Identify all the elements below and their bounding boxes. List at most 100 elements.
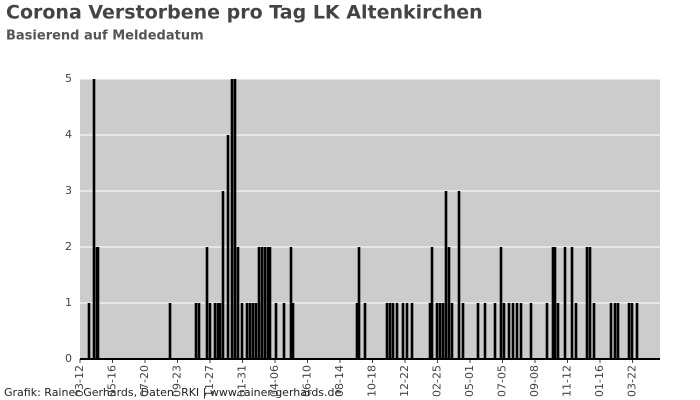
bar [274, 303, 278, 359]
x-tick-label: 07-05 [496, 365, 509, 397]
x-tick-label: 03-12 [73, 365, 86, 397]
bar [388, 303, 392, 359]
x-tick-label: 03-22 [626, 365, 639, 397]
x-tick-label: 04-06 [268, 365, 281, 397]
bar [441, 303, 445, 359]
x-tick-label: 01-31 [236, 365, 249, 397]
bar [213, 303, 217, 359]
bar [476, 303, 480, 359]
bar [450, 303, 454, 359]
x-tick-label: 10-18 [366, 365, 379, 397]
bar [260, 247, 264, 359]
y-tick-label: 1 [65, 296, 72, 309]
bar [515, 303, 519, 359]
bar [556, 303, 560, 359]
x-tick-label: 05-16 [106, 365, 119, 397]
bar [194, 303, 198, 359]
x-tick-label: 09-08 [528, 365, 541, 397]
x-tick-label: 05-01 [463, 365, 476, 397]
bar [499, 247, 503, 359]
bar [574, 303, 578, 359]
bar [245, 303, 249, 359]
bar [266, 247, 270, 359]
bar [457, 191, 461, 359]
bar [263, 247, 267, 359]
bar [357, 247, 361, 359]
bar [257, 247, 261, 359]
bar [444, 191, 448, 359]
x-tick-label: 06-10 [301, 365, 314, 397]
y-tick-label: 4 [65, 128, 72, 141]
x-tick-label: 08-14 [333, 365, 346, 397]
bar [208, 303, 212, 359]
x-tick-label: 01-16 [593, 365, 606, 397]
bar [248, 303, 252, 359]
bar [197, 303, 201, 359]
bar [592, 303, 596, 359]
bar [251, 303, 255, 359]
bar [391, 303, 395, 359]
bar [205, 247, 209, 359]
bar [553, 247, 557, 359]
bar [461, 303, 465, 359]
bar [268, 247, 272, 359]
bar [92, 79, 96, 359]
bar [609, 303, 613, 359]
bar [401, 303, 405, 359]
bar [226, 135, 230, 359]
y-tick-label: 2 [65, 240, 72, 253]
y-tick-label: 0 [65, 352, 72, 365]
bar [613, 303, 617, 359]
x-tick-label: 07-20 [138, 365, 151, 397]
y-tick-label: 5 [65, 72, 72, 85]
bar [627, 303, 631, 359]
bar [291, 303, 295, 359]
bar [168, 303, 172, 359]
bar [519, 303, 523, 359]
bar [216, 303, 220, 359]
bar [447, 247, 451, 359]
bar [511, 303, 515, 359]
bar [410, 303, 414, 359]
bar [230, 79, 234, 359]
chart-subtitle: Basierend auf Meldedatum [6, 29, 204, 44]
bar [430, 247, 434, 359]
footer: Grafik: Rainer Gerhards, Daten: RKI | ww… [4, 386, 342, 399]
bar [588, 247, 592, 359]
bar [635, 303, 639, 359]
y-tick-label: 3 [65, 184, 72, 197]
bar [236, 247, 240, 359]
bar [221, 191, 225, 359]
bar [240, 303, 244, 359]
bar [355, 303, 359, 359]
x-tick-label: 09-23 [171, 365, 184, 397]
bar [570, 247, 574, 359]
x-tick-label: 12-22 [398, 365, 411, 397]
plot-background [80, 79, 660, 359]
x-tick-label: 02-25 [431, 365, 444, 397]
bar [502, 303, 506, 359]
bar [254, 303, 258, 359]
bar [435, 303, 439, 359]
bar [282, 303, 286, 359]
bar [385, 303, 389, 359]
x-tick-label: 11-27 [203, 365, 216, 397]
bar [563, 247, 567, 359]
bar [507, 303, 511, 359]
bar [529, 303, 533, 359]
bar [289, 247, 293, 359]
bar [218, 303, 222, 359]
bar [96, 247, 100, 359]
bar [438, 303, 442, 359]
bar [585, 247, 589, 359]
bar [483, 303, 487, 359]
chart-title: Corona Verstorbene pro Tag LK Altenkirch… [6, 2, 483, 24]
bar [87, 303, 91, 359]
bar [233, 79, 237, 359]
bar [405, 303, 409, 359]
bar [363, 303, 367, 359]
bar [616, 303, 620, 359]
bar [493, 303, 497, 359]
bar [630, 303, 634, 359]
